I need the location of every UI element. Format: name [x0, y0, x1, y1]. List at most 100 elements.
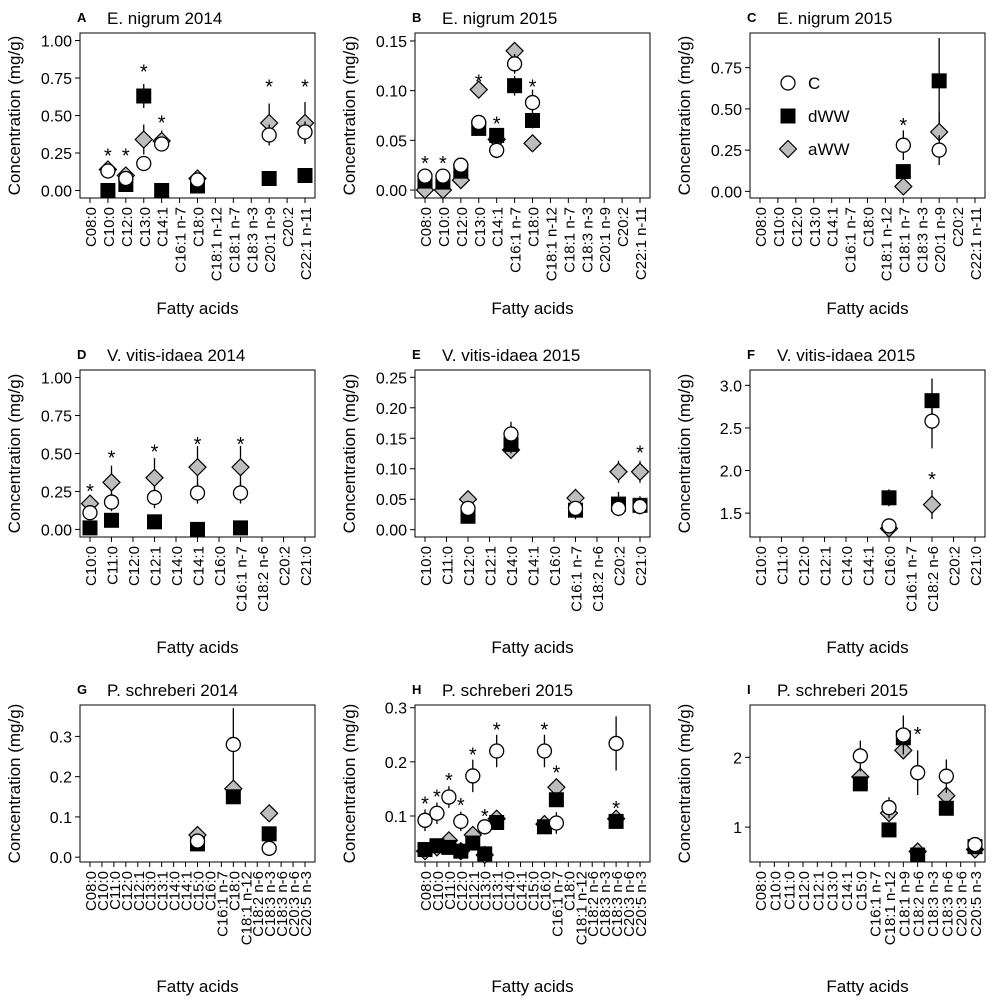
- y-tick-label: 0.75: [41, 409, 72, 426]
- y-tick-label: 1: [733, 820, 742, 837]
- point-c: [189, 833, 206, 849]
- point-c: [154, 136, 170, 152]
- point-c: [881, 799, 897, 816]
- x-tick-label: C16:0: [537, 871, 554, 911]
- y-tick-label: 2.0: [720, 464, 742, 481]
- point-dww: [154, 183, 170, 198]
- point-dww: [548, 792, 564, 808]
- x-tick-label: C20:2: [615, 207, 632, 247]
- x-tick-label: C08:0: [753, 871, 770, 911]
- x-tick-label: C16:1 n-7: [234, 546, 251, 612]
- point-dww: [465, 835, 481, 851]
- point-dww: [297, 168, 313, 183]
- significance-marker: *: [469, 745, 477, 767]
- point-c: [189, 172, 206, 188]
- point-c: [536, 743, 553, 759]
- point-dww: [104, 512, 119, 528]
- x-tick-label: C14:1: [179, 871, 196, 911]
- point-c: [465, 768, 481, 784]
- x-tick-label: C20:2: [950, 207, 967, 247]
- point-aww: [893, 177, 913, 196]
- point-aww: [188, 457, 207, 477]
- panel-title: P. schreberi 2015: [777, 681, 908, 700]
- y-axis-label: Concentration (mg/g): [340, 704, 359, 864]
- point-dww: [910, 847, 926, 863]
- x-tick-label: C11:0: [442, 871, 459, 910]
- significance-marker: *: [457, 795, 465, 817]
- x-axis-label: Fatty acids: [156, 977, 238, 996]
- point-c: [931, 142, 947, 158]
- x-tick-label: C12:0: [119, 871, 136, 911]
- x-tick-label: C14:0: [839, 546, 856, 586]
- x-tick-label: C20:3 n-6: [954, 871, 971, 937]
- significance-marker: *: [301, 77, 309, 99]
- panel-i: I P. schreberi 2015 1 2 Concentration (mg/g)…: [675, 681, 986, 996]
- point-c: [881, 518, 897, 534]
- y-axis-label: Concentration (mg/g): [5, 704, 24, 864]
- point-dww: [261, 171, 277, 186]
- y-tick-label: 0.50: [41, 447, 72, 464]
- x-tick-label: C13:1: [490, 871, 507, 911]
- x-tick-label: C18:3 n-3: [244, 207, 261, 273]
- x-tick-label: C18:0: [861, 207, 878, 247]
- x-tick-label: C20:2: [947, 546, 964, 586]
- x-tick-label: C10:0: [753, 546, 770, 586]
- point-c: [924, 413, 940, 429]
- point-c: [118, 170, 134, 187]
- y-tick-label: 0.10: [376, 462, 407, 479]
- x-tick-label: C10:0: [83, 546, 100, 586]
- x-tick-label: C12:0: [454, 207, 471, 247]
- y-tick-label: 1.00: [41, 371, 72, 388]
- panel-f: F V. vitis-idaea 2015 1.5 2.0 2.5 3.0 Concentr…: [675, 346, 986, 657]
- x-tick-label: C16:1 n-7: [173, 207, 190, 273]
- significance-marker: *: [541, 719, 549, 741]
- panel-title: V. vitis-idaea 2015: [777, 346, 915, 365]
- y-tick-label: 0.20: [376, 401, 407, 418]
- panel-letter: A: [77, 10, 87, 25]
- point-dww: [82, 520, 98, 536]
- y-tick-label: 0.50: [41, 109, 72, 126]
- significance-marker: *: [493, 719, 501, 741]
- legend-label: aWW: [808, 140, 850, 159]
- x-tick-label: C15:0: [853, 871, 870, 911]
- x-tick-label: C14:1: [191, 546, 208, 586]
- point-dww: [938, 800, 954, 816]
- x-tick-label: C10:0: [101, 207, 118, 247]
- x-tick-label: C18:3 n-6: [939, 871, 956, 937]
- y-axis-label: Concentration (mg/g): [5, 374, 24, 534]
- x-tick-label: C10:0: [95, 871, 112, 911]
- significance-marker: *: [86, 481, 94, 503]
- x-tick-label: C12:0: [796, 546, 813, 586]
- point-dww: [608, 813, 624, 829]
- x-tick-label: C12:1: [131, 871, 148, 911]
- x-tick-label: C21:0: [633, 546, 650, 586]
- x-tick-label: C14:1: [490, 207, 507, 247]
- legend-label: dWW: [808, 107, 850, 126]
- point-dww: [190, 521, 205, 537]
- x-tick-label: C12:0: [461, 546, 478, 586]
- point-aww: [609, 462, 628, 482]
- panel-letter: C: [747, 10, 757, 25]
- y-tick-label: 0.25: [711, 143, 742, 160]
- x-tick-label: C20:1 n-9: [262, 207, 279, 273]
- x-tick-label: C18:1 n-12: [208, 207, 225, 281]
- x-tick-label: C13:0: [478, 871, 495, 911]
- x-axis-label: Fatty acids: [826, 299, 908, 318]
- x-tick-label: C18:1 n-12: [878, 207, 895, 281]
- point-aww: [134, 130, 154, 149]
- point-c: [297, 124, 313, 140]
- x-tick-label: C14:1: [514, 871, 531, 911]
- x-tick-label: C14:0: [169, 546, 186, 586]
- x-axis-label: Fatty acids: [156, 299, 238, 318]
- y-tick-label: 2: [733, 750, 742, 767]
- x-tick-label: C18:0: [561, 871, 578, 911]
- panel-title: V. vitis-idaea 2014: [107, 346, 245, 365]
- y-tick-label: 0.00: [41, 522, 72, 539]
- x-tick-label: C18:0: [226, 871, 243, 911]
- x-tick-label: C18:2 n-6: [590, 546, 607, 612]
- y-tick-label: 0.15: [376, 431, 407, 448]
- panel-e: E V. vitis-idaea 2015 0.00 0.05 0.10 0.15 0.20…: [340, 346, 651, 657]
- point-c: [477, 819, 493, 835]
- x-tick-label: C18:1 n-7: [226, 207, 243, 273]
